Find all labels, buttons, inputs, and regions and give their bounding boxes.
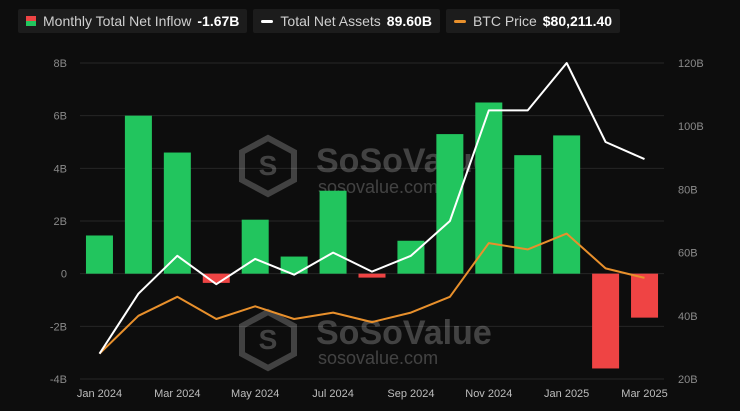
inflow-bar[interactable] <box>85 235 113 274</box>
inflow-bar[interactable] <box>397 240 425 274</box>
inflow-bar[interactable] <box>631 273 659 318</box>
legend-item-assets[interactable]: Total Net Assets 89.60B <box>253 9 440 33</box>
chart-legend: Monthly Total Net Inflow -1.67B Total Ne… <box>18 9 621 33</box>
line-swatch-icon <box>453 19 466 23</box>
inflow-bar[interactable] <box>475 102 503 274</box>
x-tick-label: Mar 2025 <box>621 388 667 400</box>
sosovalue-logo-icon: S <box>239 134 297 198</box>
left-tick-label: -4B <box>50 374 67 386</box>
right-tick-label: 40B <box>678 311 698 323</box>
btc-price-line[interactable] <box>98 232 645 355</box>
legend-item-inflow[interactable]: Monthly Total Net Inflow -1.67B <box>18 9 248 33</box>
left-tick-label: 2B <box>54 216 67 228</box>
left-tick-label: -2B <box>50 321 67 333</box>
inflow-bar[interactable] <box>280 256 308 274</box>
right-tick-label: 80B <box>678 184 698 196</box>
left-tick-label: 6B <box>54 111 67 123</box>
line-swatch-icon <box>261 19 274 23</box>
inflow-bar[interactable] <box>592 273 620 369</box>
right-tick-label: 20B <box>678 374 698 386</box>
left-axis: 8B 6B 4B 2B 0 -2B -4B <box>50 58 67 386</box>
inflow-bar[interactable] <box>358 273 386 278</box>
legend-label-inflow: Monthly Total Net Inflow <box>43 13 192 29</box>
x-tick-label: Nov 2024 <box>465 388 512 400</box>
watermark-url: sosovalue.com <box>318 348 438 368</box>
inflow-bar[interactable] <box>124 115 152 274</box>
right-axis: 120B 100B 80B 60B 40B 20B <box>678 58 704 386</box>
x-tick-label: Jan 2025 <box>544 388 589 400</box>
watermark-brand: SoSoValue <box>316 314 492 352</box>
legend-value-inflow: -1.67B <box>197 13 240 29</box>
x-tick-label: May 2024 <box>231 388 279 400</box>
x-tick-label: Mar 2024 <box>154 388 200 400</box>
bar-swatch-icon <box>26 16 36 26</box>
series-lines <box>98 62 645 355</box>
svg-text:S: S <box>259 324 278 355</box>
right-tick-label: 60B <box>678 248 698 260</box>
inflow-bar[interactable] <box>202 273 230 283</box>
left-tick-label: 0 <box>61 269 67 281</box>
watermark-url: sosovalue.com <box>318 177 438 197</box>
x-tick-label: Jul 2024 <box>312 388 354 400</box>
left-tick-label: 8B <box>54 58 67 70</box>
inflow-bar[interactable] <box>436 134 464 274</box>
right-tick-label: 100B <box>678 121 704 133</box>
watermark-bottom: S SoSoValue sosovalue.com <box>239 308 492 372</box>
legend-label-assets: Total Net Assets <box>280 13 381 29</box>
inflow-bar[interactable] <box>319 190 347 274</box>
x-axis: Jan 2024 Mar 2024 May 2024 Jul 2024 Sep 2024… <box>77 388 668 400</box>
right-tick-label: 120B <box>678 58 704 70</box>
left-tick-label: 4B <box>54 163 67 175</box>
total-net-assets-line[interactable] <box>98 62 645 355</box>
inflow-bar[interactable] <box>514 155 542 274</box>
x-tick-label: Jan 2024 <box>77 388 122 400</box>
inflow-bar[interactable] <box>163 152 191 274</box>
legend-label-btc: BTC Price <box>472 13 537 29</box>
inflow-bar[interactable] <box>553 135 581 274</box>
svg-text:S: S <box>259 150 278 181</box>
x-tick-label: Sep 2024 <box>387 388 434 400</box>
legend-item-btc[interactable]: BTC Price $80,211.40 <box>445 9 621 33</box>
legend-value-assets: 89.60B <box>386 13 432 29</box>
legend-value-btc: $80,211.40 <box>542 13 613 29</box>
sosovalue-logo-icon: S <box>239 308 297 372</box>
